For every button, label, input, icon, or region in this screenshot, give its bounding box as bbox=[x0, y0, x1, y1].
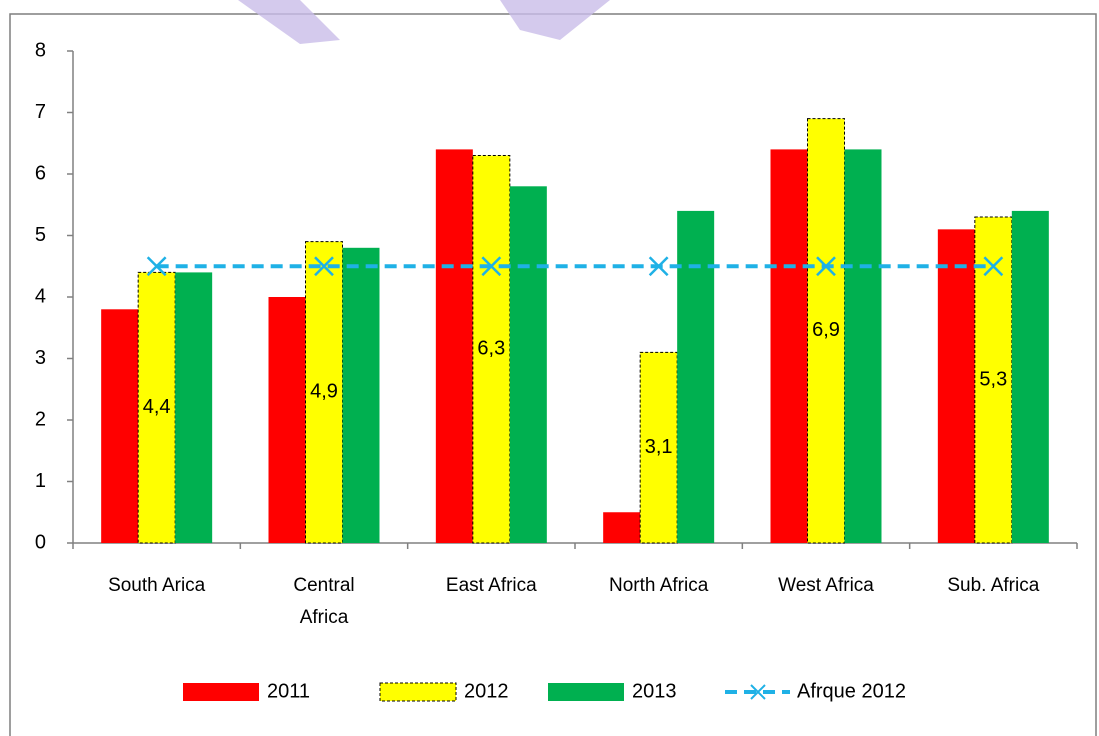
bar bbox=[807, 118, 845, 544]
y-tick-label: 5 bbox=[35, 224, 46, 246]
bar bbox=[268, 297, 306, 543]
bar bbox=[1011, 210, 1049, 543]
data-label: 3,1 bbox=[645, 436, 673, 458]
y-tick-label: 4 bbox=[35, 285, 46, 307]
data-label: 4,4 bbox=[143, 396, 171, 418]
legend-swatch bbox=[548, 683, 624, 701]
bar bbox=[677, 210, 715, 543]
marker bbox=[314, 256, 334, 277]
legend-marker bbox=[750, 684, 766, 700]
data-label: 4,9 bbox=[310, 381, 338, 403]
x-tick-label: Central Africa bbox=[293, 575, 355, 628]
legend-swatch bbox=[183, 683, 259, 701]
legend-swatch bbox=[379, 682, 457, 702]
x-tick-label: East Africa bbox=[445, 575, 537, 596]
bar bbox=[844, 149, 882, 543]
y-tick-label: 6 bbox=[35, 162, 46, 184]
bar bbox=[974, 216, 1013, 544]
bar bbox=[435, 149, 473, 543]
data-label: 5,3 bbox=[979, 368, 1007, 390]
data-label: 6,3 bbox=[477, 338, 505, 360]
marker bbox=[816, 256, 836, 277]
bar bbox=[603, 512, 641, 543]
marker bbox=[648, 256, 669, 277]
y-tick-label: 0 bbox=[35, 531, 46, 553]
x-tick-label: West Africa bbox=[778, 575, 874, 596]
y-tick-label: 2 bbox=[35, 408, 46, 430]
legend-label: 2012 bbox=[464, 680, 509, 702]
marker bbox=[481, 256, 502, 277]
marker bbox=[983, 256, 1004, 277]
bar bbox=[639, 351, 678, 544]
bar bbox=[509, 186, 547, 544]
y-tick-label: 3 bbox=[35, 347, 46, 369]
bar bbox=[137, 271, 176, 544]
bar bbox=[770, 149, 808, 543]
watermark bbox=[238, 0, 340, 44]
marker bbox=[146, 256, 167, 277]
legend-label: Afrque 2012 bbox=[797, 680, 906, 702]
legend-label: 2013 bbox=[632, 680, 677, 702]
x-tick-label: Sub. Africa bbox=[947, 575, 1040, 596]
bar bbox=[342, 247, 380, 544]
y-tick-label: 8 bbox=[35, 39, 46, 61]
x-tick-label: North Africa bbox=[609, 575, 709, 596]
x-tick-label: South Arica bbox=[108, 575, 206, 596]
y-tick-label: 7 bbox=[35, 101, 46, 123]
watermark bbox=[500, 0, 610, 40]
legend-label: 2011 bbox=[267, 680, 310, 702]
y-tick-label: 1 bbox=[35, 470, 46, 492]
data-label: 6,9 bbox=[812, 319, 840, 341]
bar bbox=[472, 155, 511, 544]
bar bbox=[937, 229, 975, 543]
bar bbox=[305, 241, 343, 544]
bar bbox=[175, 272, 213, 543]
bar bbox=[101, 309, 139, 543]
